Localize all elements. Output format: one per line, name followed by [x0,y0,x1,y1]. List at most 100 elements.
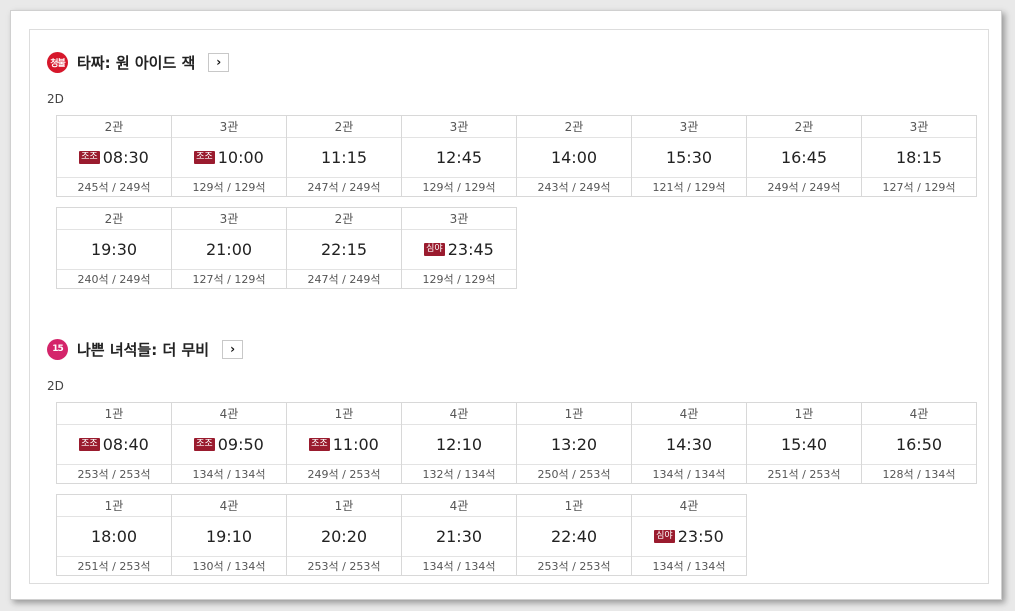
format-label: 2D [47,379,64,393]
showtime-cell[interactable]: 3관 조조 10:00 129석 / 129석 [171,115,287,197]
showtime-row: 2관 조조 08:30 245석 / 249석 3관 조조 10:00 129석 / 129석… [56,115,977,197]
showtime: 22:15 [287,230,401,269]
showtime-cell[interactable]: 2관 22:15 247석 / 249석 [286,207,402,289]
showtime: 22:40 [517,517,631,556]
chevron-right-icon: › [216,55,222,69]
hall-label: 1관 [517,495,631,517]
hall-label: 4관 [402,495,516,517]
showtime-text: 18:15 [895,148,943,167]
showtime-cell[interactable]: 1관 15:40 251석 / 253석 [746,402,862,484]
hall-label: 4관 [172,495,286,517]
showtime-cell[interactable]: 2관 조조 08:30 245석 / 249석 [56,115,172,197]
showtime-text: 15:30 [665,148,713,167]
showtime-text: 21:00 [205,240,253,259]
showtime-cell[interactable]: 2관 14:00 243석 / 249석 [516,115,632,197]
discount-badge: 조조 [79,438,100,451]
showtime-cell[interactable]: 2관 16:45 249석 / 249석 [746,115,862,197]
showtime: 심야 23:45 [402,230,516,269]
hall-label: 3관 [402,208,516,230]
showtime: 13:20 [517,425,631,464]
showtime-cell[interactable]: 3관 21:00 127석 / 129석 [171,207,287,289]
discount-badge: 조조 [194,438,215,451]
hall-label: 1관 [57,403,171,425]
window-frame: 청불 타짜: 원 아이드 잭 › 2D 2관 조조 08:30 245석 / 249석… [10,10,1002,600]
showtime-cell[interactable]: 3관 심야 23:45 129석 / 129석 [401,207,517,289]
hall-label: 4관 [632,403,746,425]
showtime-text: 16:45 [780,148,828,167]
showtime-text: 12:10 [435,435,483,454]
seat-availability: 127석 / 129석 [172,269,286,288]
hall-label: 2관 [57,116,171,138]
showtime-text: 23:50 [677,527,724,546]
showtime-cell[interactable]: 4관 14:30 134석 / 134석 [631,402,747,484]
showtime-cell[interactable]: 4관 심야 23:50 134석 / 134석 [631,494,747,576]
showtime-cell[interactable]: 2관 11:15 247석 / 249석 [286,115,402,197]
hall-label: 1관 [287,403,401,425]
movie-detail-button[interactable]: › [222,339,244,359]
seat-availability: 130석 / 134석 [172,556,286,575]
showtime-cell[interactable]: 1관 조조 08:40 253석 / 253석 [56,402,172,484]
showtime-cell[interactable]: 1관 20:20 253석 / 253석 [286,494,402,576]
seat-availability: 249석 / 249석 [747,177,861,196]
showtime-cell[interactable]: 3관 15:30 121석 / 129석 [631,115,747,197]
showtime: 21:30 [402,517,516,556]
hall-label: 4관 [172,403,286,425]
showtime-cell[interactable]: 1관 22:40 253석 / 253석 [516,494,632,576]
showtime-text: 08:30 [102,148,149,167]
seat-availability: 253석 / 253석 [517,556,631,575]
movie-title[interactable]: 나쁜 녀석들: 더 무비 [77,340,210,359]
seat-availability: 247석 / 249석 [287,177,401,196]
hall-label: 3관 [862,116,976,138]
showtime: 12:10 [402,425,516,464]
movie-title[interactable]: 타짜: 원 아이드 잭 [77,53,196,72]
hall-label: 2관 [517,116,631,138]
seat-availability: 132석 / 134석 [402,464,516,483]
seat-availability: 243석 / 249석 [517,177,631,196]
seat-availability: 251석 / 253석 [747,464,861,483]
showtime-cell[interactable]: 1관 조조 11:00 249석 / 253석 [286,402,402,484]
showtime: 16:50 [862,425,976,464]
showtime: 조조 09:50 [172,425,286,464]
showtime: 14:00 [517,138,631,177]
showtime-cell[interactable]: 4관 16:50 128석 / 134석 [861,402,977,484]
showtime-cell[interactable]: 4관 21:30 134석 / 134석 [401,494,517,576]
showtime-cell[interactable]: 3관 12:45 129석 / 129석 [401,115,517,197]
showtime-cell[interactable]: 4관 19:10 130석 / 134석 [171,494,287,576]
showtime-text: 23:45 [447,240,494,259]
showtime: 16:45 [747,138,861,177]
hall-label: 1관 [287,495,401,517]
showtime-text: 15:40 [780,435,828,454]
showtime-text: 16:50 [895,435,943,454]
showtime-cell[interactable]: 4관 조조 09:50 134석 / 134석 [171,402,287,484]
showtime-text: 11:00 [332,435,379,454]
hall-label: 4관 [862,403,976,425]
showtime-text: 09:50 [217,435,264,454]
hall-label: 3관 [172,208,286,230]
discount-badge: 조조 [79,151,100,164]
seat-availability: 250석 / 253석 [517,464,631,483]
hall-label: 4관 [402,403,516,425]
hall-label: 3관 [632,116,746,138]
discount-badge: 심야 [654,530,675,543]
seat-availability: 128석 / 134석 [862,464,976,483]
showtime-cell[interactable]: 1관 13:20 250석 / 253석 [516,402,632,484]
hall-label: 2관 [287,208,401,230]
showtime-cell[interactable]: 3관 18:15 127석 / 129석 [861,115,977,197]
seat-availability: 134석 / 134석 [172,464,286,483]
showtime-cell[interactable]: 1관 18:00 251석 / 253석 [56,494,172,576]
showtime: 20:20 [287,517,401,556]
showtime: 11:15 [287,138,401,177]
seat-availability: 127석 / 129석 [862,177,976,196]
hall-label: 1관 [747,403,861,425]
showtime-text: 20:20 [320,527,368,546]
showtime-text: 21:30 [435,527,483,546]
seat-availability: 134석 / 134석 [402,556,516,575]
showtime-cell[interactable]: 2관 19:30 240석 / 249석 [56,207,172,289]
showtime-grid: 1관 조조 08:40 253석 / 253석 4관 조조 09:50 134석 / 134석… [56,402,977,576]
showtime-cell[interactable]: 4관 12:10 132석 / 134석 [401,402,517,484]
showtime-row: 1관 18:00 251석 / 253석 4관 19:10 130석 / 134석 1관 20… [56,494,977,576]
showtime: 21:00 [172,230,286,269]
showtime: 18:15 [862,138,976,177]
showtime-text: 22:40 [550,527,598,546]
movie-detail-button[interactable]: › [208,52,230,72]
